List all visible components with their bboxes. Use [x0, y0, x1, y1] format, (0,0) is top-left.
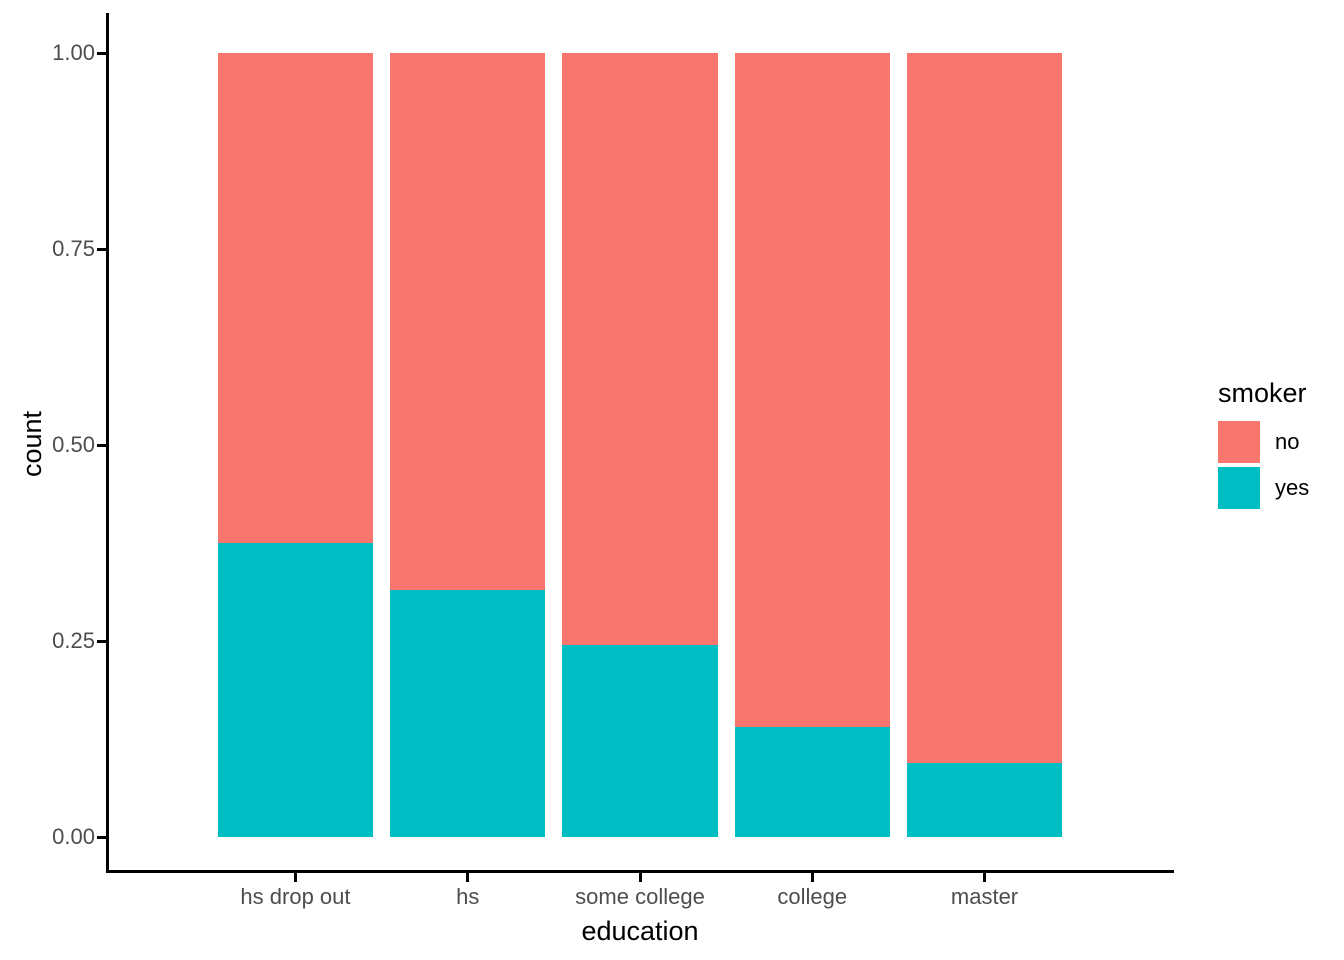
bar-segment-some-college-no [562, 53, 718, 645]
x-axis-tick [810, 873, 814, 882]
x-axis-tick [466, 873, 470, 882]
bar-segment-master-no [907, 53, 1063, 763]
bar-segment-hs-no [390, 53, 546, 591]
y-axis-tick [97, 444, 106, 447]
y-axis-tick [97, 248, 106, 251]
x-tick-label: master [950, 884, 1019, 909]
bar-segment-some-college-yes [562, 644, 718, 837]
legend-swatch-yes [1218, 467, 1260, 509]
legend-title: smoker [1218, 378, 1307, 408]
x-axis-tick [293, 873, 297, 882]
legend-entry-no: no [1218, 421, 1309, 463]
bar-segment-college-yes [734, 727, 890, 837]
y-axis-tick [97, 836, 106, 839]
y-tick-label: 0.00 [52, 824, 95, 849]
y-tick-label: 0.25 [52, 628, 95, 653]
bar-segment-hs-drop-out-yes [217, 543, 373, 837]
x-tick-label: some college [575, 884, 705, 909]
y-tick-label: 0.75 [52, 236, 95, 261]
x-axis-line [106, 870, 1174, 873]
x-tick-label: hs drop out [240, 884, 351, 909]
x-axis-tick [638, 873, 642, 882]
x-tick-label: hs [456, 884, 480, 909]
y-tick-label: 0.50 [52, 432, 95, 457]
x-axis-tick [983, 873, 987, 882]
bar-segment-hs-yes [390, 590, 546, 837]
x-tick-label: college [777, 884, 848, 909]
y-tick-label: 1.00 [52, 40, 95, 65]
bar-segment-master-yes [907, 762, 1063, 837]
legend-entry-yes: yes [1218, 467, 1309, 509]
legend: smoker no yes [1218, 378, 1309, 513]
bar-segment-college-no [734, 53, 890, 728]
y-axis-tick [97, 52, 106, 55]
legend-label-no: no [1275, 429, 1300, 454]
bar-segment-hs-drop-out-no [217, 53, 373, 543]
legend-label-yes: yes [1275, 475, 1310, 500]
y-axis-tick [97, 640, 106, 643]
x-axis-title: education [581, 916, 699, 946]
plot-area [97, 13, 1174, 882]
legend-swatch-no [1218, 421, 1260, 463]
y-axis-line [106, 13, 109, 873]
